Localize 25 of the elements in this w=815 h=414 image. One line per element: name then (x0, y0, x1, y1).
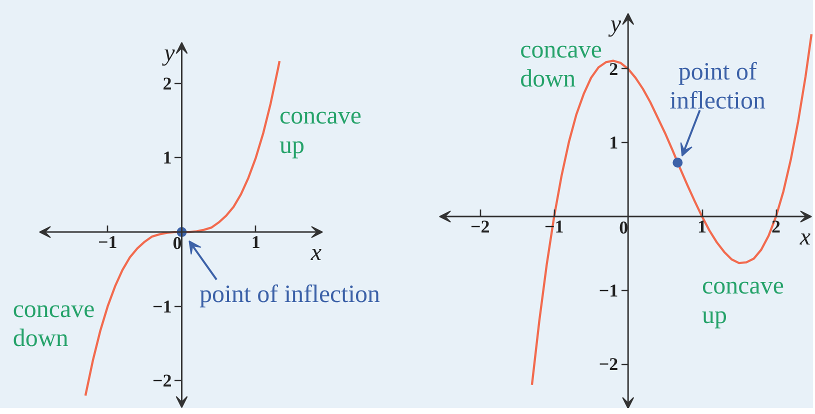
y-tick-label: 1 (162, 148, 172, 168)
y-tick-label: 2 (162, 73, 172, 94)
x-tick-label: 0 (172, 233, 182, 254)
annotation: concave up (280, 102, 362, 159)
x-tick-label: 0 (619, 218, 628, 238)
annotation: concave down (520, 36, 602, 93)
y-tick-label: −2 (598, 354, 618, 374)
x-axis-title: x (310, 240, 322, 266)
y-tick-label: −2 (152, 370, 172, 391)
y-axis-title: y (162, 40, 176, 66)
x-tick-label: 2 (772, 216, 780, 237)
annotation: point of inflection (200, 281, 381, 308)
annotation: point of inflection (670, 58, 766, 115)
x-tick-label: −1 (98, 232, 118, 252)
x-tick-label: 1 (698, 216, 707, 237)
y-tick-label: 1 (609, 132, 618, 153)
annotation: concave down (12, 296, 95, 352)
y-tick-label: −1 (598, 280, 618, 300)
x-tick-label: −2 (470, 216, 490, 237)
annotation: concave up (702, 272, 784, 329)
x-axis-title: x (798, 224, 811, 251)
y-tick-label: 2 (609, 58, 618, 79)
y-axis-title: y (608, 12, 622, 38)
y-tick-label: −1 (152, 296, 172, 316)
x-tick-label: 1 (251, 232, 260, 252)
